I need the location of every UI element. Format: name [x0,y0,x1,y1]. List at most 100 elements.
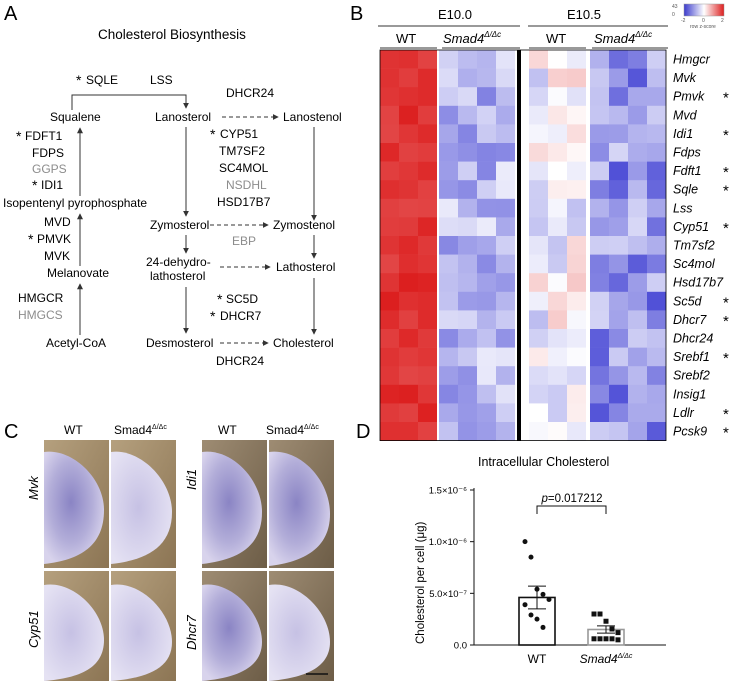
heatmap-cell [529,143,548,162]
heatmap-cell [439,291,458,311]
heatmap-cell [647,422,666,441]
p-value: p=0.017212 [540,493,602,505]
heatmap-cell [477,403,496,423]
heatmap-cell [439,217,458,237]
heatmap-cell [477,161,496,181]
heatmap-cell [567,105,586,125]
heatmap-cell [590,347,609,367]
heatmap-cell [548,143,567,162]
metabolite-lathosterol: Lathosterol [276,260,335,274]
heatmap-cell [548,105,567,125]
data-point [534,586,540,592]
heatmap-cell [567,329,586,348]
gene-label-cyp51: Cyp51 [673,220,709,234]
heatmap-cell [590,161,609,181]
heatmap-cell [647,198,666,218]
y-axis-label: Cholesterol per cell (μg) [415,522,427,644]
heatmap-cell [439,254,458,274]
heatmap-cell [418,273,437,293]
enzyme-sqle: SQLE [86,73,118,87]
heatmap-cell [439,347,458,367]
data-point [615,630,621,636]
heatmap-cell [439,403,458,423]
heatmap-cell [380,384,399,404]
group-mut-e10-5: Smad4Δ/Δc [594,30,652,46]
heatmap-cell [418,143,437,162]
data-point [591,611,597,617]
heatmap-cell [458,422,477,441]
star-sc5d: * [217,291,223,307]
star-fdft1: * [16,128,22,144]
heatmap-cell [496,366,515,386]
significance-star: * [723,164,729,181]
heatmap-cell [628,422,647,441]
panel-b-label: B [350,3,363,25]
data-point [597,636,603,642]
significance-star: * [723,220,729,237]
heatmap-cell [590,87,609,107]
data-point [546,597,552,603]
heatmap-cell [496,143,515,162]
heatmap-cell [628,217,647,237]
heatmap-cell [647,87,666,107]
colorbar-tick-mid: 0 [702,18,705,24]
enzyme-mvk: MVK [44,249,70,263]
heatmap-cell [458,217,477,237]
heatmap-cell [529,50,548,69]
heatmap-cell [458,384,477,404]
heatmap-cell [628,329,647,348]
heatmap-cell [418,87,437,107]
heatmap-cell [439,68,458,88]
heatmap-cell [380,366,399,386]
heatmap-cell [647,143,666,162]
heatmap-cell [380,273,399,293]
heatmap-cell [590,254,609,274]
heatmap-cell [567,310,586,330]
heatmap-frame [379,49,667,442]
data-point [603,636,609,642]
enzyme-pmvk: PMVK [37,232,71,246]
enzyme-tm7sf2: TM7SF2 [219,144,265,158]
heatmap-cell [477,310,496,330]
data-point [528,554,534,560]
enzyme-dhcr24-bottom: DHCR24 [216,354,264,368]
heatmap-cell [590,310,609,330]
heatmap-cell [567,366,586,386]
metabolite-melanovate: Melanovate [47,266,109,280]
panel-b: B 43 0 -2 0 2 row z-score E10.0 E10.5 WT… [350,3,729,442]
heatmap-cell [458,68,477,88]
heatmap-cell [439,143,458,162]
heatmap-cell [380,68,399,88]
heatmap-cell [496,384,515,404]
heatmap [379,49,667,442]
heatmap-cell [628,384,647,404]
heatmap-cell [548,347,567,367]
heatmap-cell [567,384,586,404]
heatmap-cell [590,329,609,348]
enzyme-ebp: EBP [232,234,256,248]
heatmap-cell [628,254,647,274]
enzyme-cyp51: CYP51 [220,127,258,141]
heatmap-cell [529,68,548,88]
pathway-title: Cholesterol Biosynthesis [98,27,246,42]
heatmap-cell [529,105,548,125]
enzyme-fdps: FDPS [32,146,64,160]
heatmap-cell [380,50,399,69]
gene-label-sc5d: Sc5d [673,294,703,308]
heatmap-cell [477,273,496,293]
significance-star: * [723,313,729,330]
heatmap-cell [567,273,586,293]
heatmap-cell [418,347,437,367]
heatmap-cell [647,180,666,200]
heatmap-cell [529,384,548,404]
heatmap-cell [548,198,567,218]
heatmap-cell [609,105,628,125]
heatmap-cell [399,403,418,423]
heatmap-cell [647,161,666,181]
heatmap-cell [548,384,567,404]
y-tick-label: 1.5×10⁻⁶ [429,486,467,497]
heatmap-cell [496,217,515,237]
data-point [609,626,615,632]
data-point [603,618,609,624]
panel-d: D Intracellular Cholesterol Cholesterol … [356,421,666,666]
